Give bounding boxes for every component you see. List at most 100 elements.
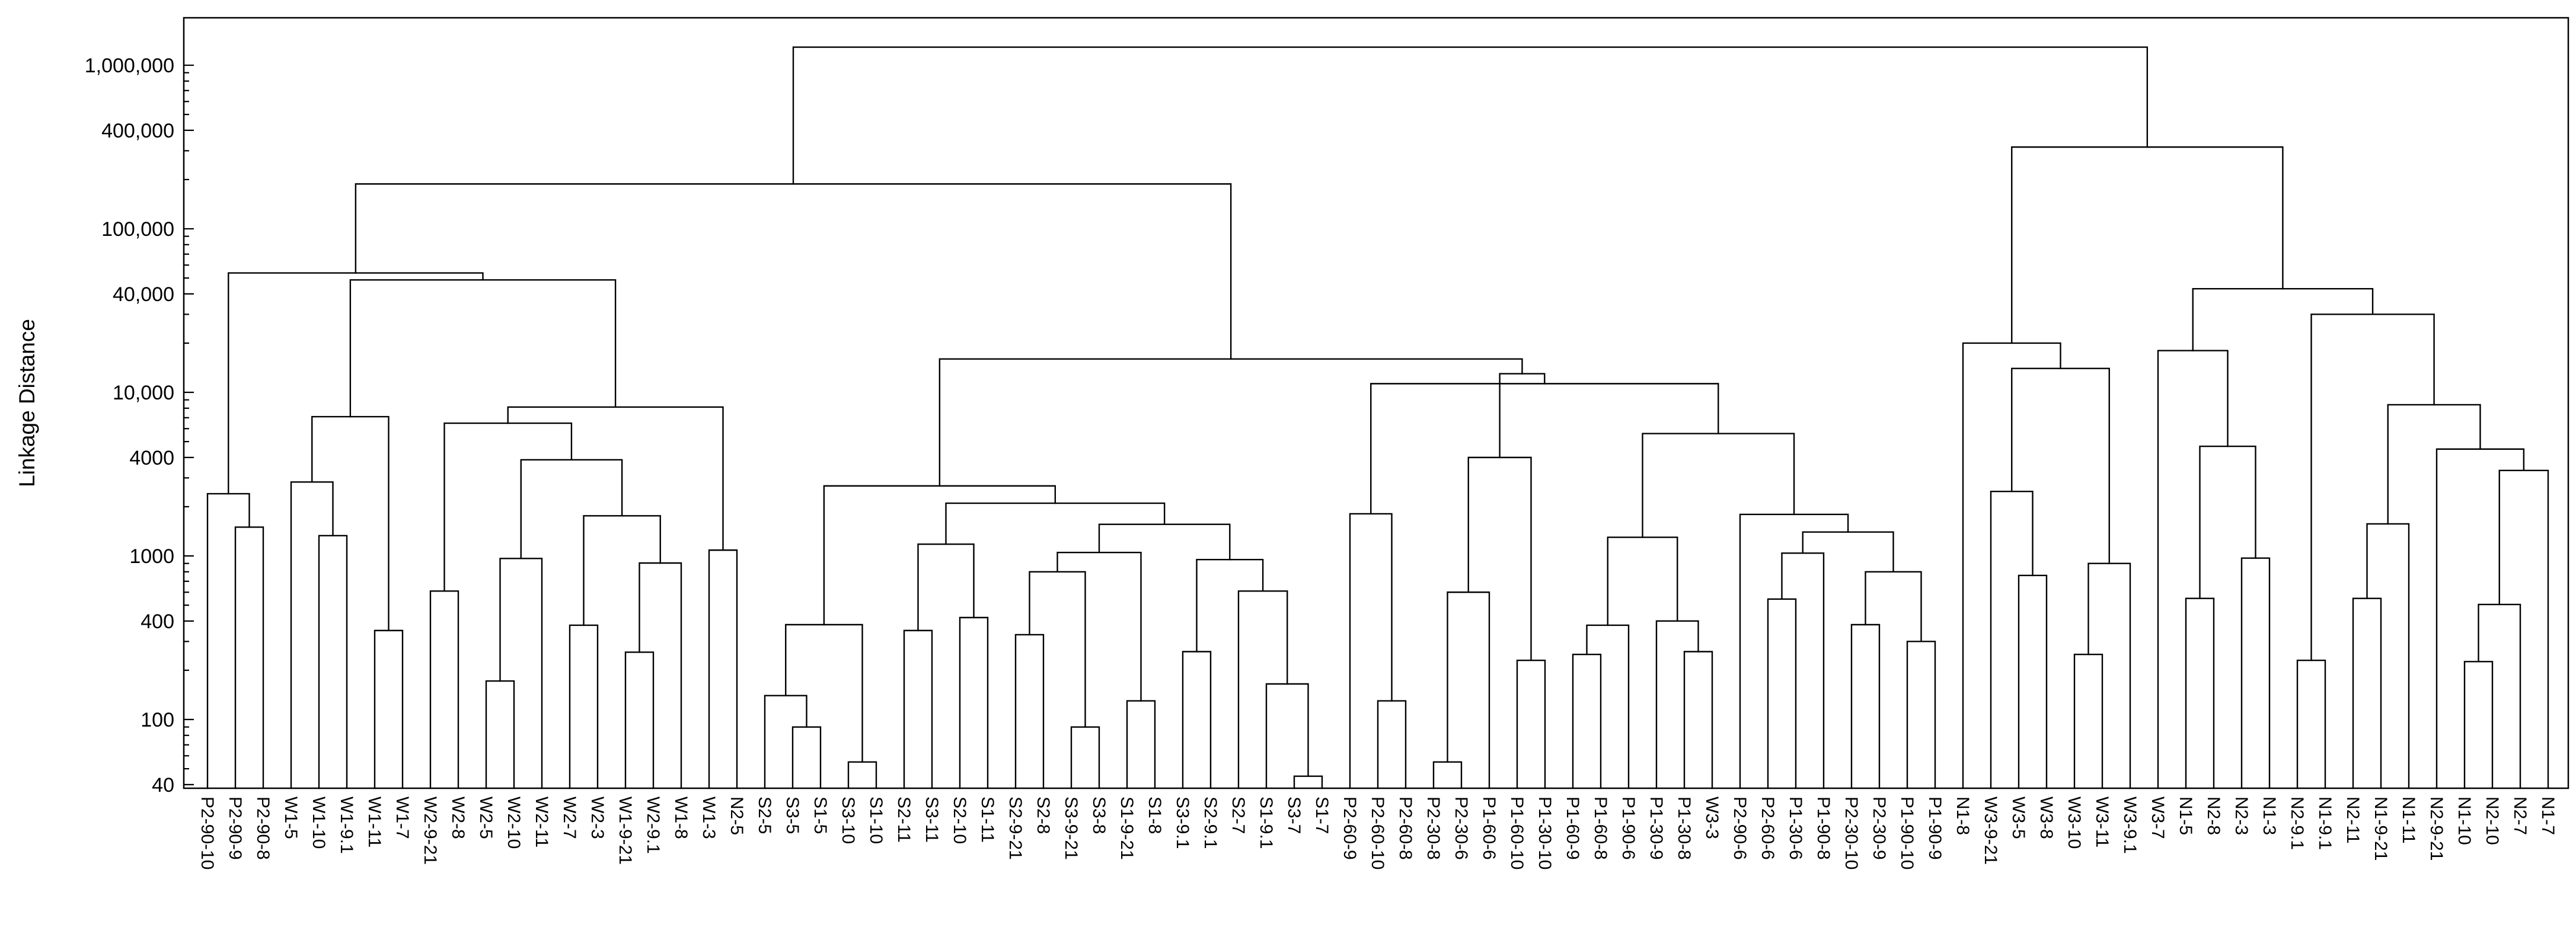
leaf-label: N1-7 — [2538, 797, 2558, 835]
leaf-label: W3-7 — [2148, 797, 2168, 839]
merge-link — [2296, 659, 2326, 789]
leaf-label: P2-30-9 — [1869, 797, 1889, 860]
merge-link — [520, 459, 623, 559]
leaf-label: W2-9-21 — [420, 797, 440, 865]
leaf-label: W1-10 — [309, 797, 328, 849]
leaf-label: W1-3 — [699, 797, 719, 839]
leaf-label: N1-9-21 — [2371, 797, 2390, 861]
leaf-label: P1-60-8 — [1591, 797, 1610, 860]
merge-link — [1467, 456, 1532, 661]
merge-link — [792, 46, 2149, 185]
leaf-label: P1-90-8 — [1814, 797, 1833, 860]
merge-link — [499, 558, 543, 789]
merge-link — [939, 358, 1523, 487]
y-tick-label: 100 — [141, 709, 174, 731]
leaf-label: P2-60-8 — [1396, 797, 1415, 860]
leaf-label: W1-7 — [392, 797, 412, 839]
merge-link — [349, 279, 617, 418]
leaf-label: P1-60-6 — [1479, 797, 1499, 860]
leaf-label: S3-5 — [783, 797, 802, 834]
merge-link — [1516, 659, 1546, 789]
leaf-label: P2-90-6 — [1730, 797, 1750, 860]
y-axis-title: Linkage Distance — [15, 319, 39, 487]
merge-link — [708, 549, 738, 789]
merge-link — [2240, 557, 2271, 789]
leaf-label: W2-7 — [560, 797, 579, 839]
merge-link — [1572, 653, 1602, 789]
leaf-label: N2-9.1 — [2287, 797, 2307, 850]
dendrogram-tree — [206, 46, 2549, 789]
merge-link — [1014, 634, 1045, 789]
leaf-label: S3-8 — [1089, 797, 1109, 834]
leaf-label: S3-9.1 — [1173, 797, 1192, 849]
leaf-label: P2-90-8 — [253, 797, 273, 860]
merge-link — [2199, 445, 2256, 599]
leaf-label: N2-3 — [2232, 797, 2251, 835]
merge-link — [507, 406, 724, 551]
leaf-label: W3-8 — [2036, 797, 2056, 839]
merge-link — [1447, 591, 1490, 789]
leaf-label: S1-9.1 — [1256, 797, 1276, 849]
leaf-label: W3-11 — [2092, 797, 2112, 848]
merge-link — [2011, 146, 2284, 344]
merge-link — [1126, 700, 1156, 789]
leaf-label: S1-11 — [978, 797, 997, 843]
leaf-label: S2-10 — [950, 797, 969, 844]
leaf-label: P2-30-10 — [1841, 797, 1861, 869]
leaf-label: N1-9.1 — [2315, 797, 2335, 850]
merge-link — [2366, 523, 2410, 789]
leaf-label: W1-9.1 — [337, 797, 356, 854]
leaf-label: S2-5 — [755, 797, 774, 834]
merge-link — [2157, 350, 2229, 789]
leaf-label: W1-9-21 — [615, 797, 635, 865]
merge-link — [2352, 597, 2382, 789]
leaf-label: W1-11 — [365, 797, 384, 848]
merge-link — [624, 651, 655, 789]
merge-link — [1098, 523, 1231, 561]
merge-link — [1196, 558, 1264, 653]
leaf-label: S3-11 — [922, 797, 941, 843]
leaf-label: S2-9-21 — [1005, 797, 1025, 860]
leaf-label: S2-8 — [1033, 797, 1053, 834]
leaf-label: P2-90-10 — [197, 797, 217, 869]
leaf-label: N2-11 — [2343, 797, 2363, 843]
merge-link — [1906, 641, 1936, 789]
merge-link — [2185, 597, 2215, 789]
leaf-label: P1-90-9 — [1925, 797, 1945, 860]
leaf-label: P1-90-10 — [1897, 797, 1917, 869]
plot-frame — [183, 17, 2569, 789]
merge-link — [485, 680, 515, 789]
merge-link — [959, 616, 989, 789]
merge-link — [1377, 700, 1407, 789]
leaf-label: P2-30-6 — [1451, 797, 1471, 860]
merge-link — [1499, 373, 1546, 459]
merge-link — [1990, 490, 2034, 789]
merge-link — [847, 761, 877, 789]
leaf-label: P2-60-10 — [1368, 797, 1387, 869]
merge-link — [234, 526, 264, 789]
leaf-label: W2-5 — [476, 797, 496, 839]
leaf-label: W1-8 — [671, 797, 691, 839]
leaf-label: N2-10 — [2482, 797, 2502, 845]
merge-link — [1607, 536, 1678, 626]
leaf-label: N2-5 — [727, 797, 746, 835]
merge-link — [569, 624, 599, 789]
leaf-label: P1-60-9 — [1563, 797, 1582, 860]
merge-link — [318, 535, 348, 789]
merge-link — [903, 629, 933, 789]
merge-link — [429, 590, 459, 789]
merge-link — [1293, 775, 1323, 789]
leaf-label: W2-10 — [504, 797, 524, 849]
leaf-label: N1-11 — [2399, 797, 2418, 843]
leaf-label: P1-30-6 — [1786, 797, 1805, 860]
y-tick-label: 400,000 — [101, 120, 174, 142]
merge-link — [355, 183, 1232, 360]
merge-link — [1432, 761, 1463, 789]
merge-link — [1767, 598, 1797, 789]
merge-link — [311, 415, 390, 632]
leaf-label: W3-9.1 — [2120, 797, 2140, 854]
leaf-label: N1-3 — [2259, 797, 2279, 835]
y-tick-label: 40 — [152, 774, 174, 797]
leaf-label: W1-5 — [281, 797, 301, 839]
